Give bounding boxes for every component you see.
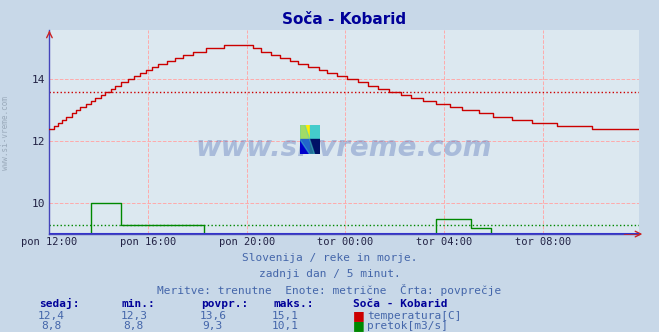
Polygon shape xyxy=(300,124,315,154)
Text: maks.:: maks.: xyxy=(273,299,314,309)
Polygon shape xyxy=(310,124,320,139)
Text: 8,8: 8,8 xyxy=(124,321,144,331)
Text: 12,4: 12,4 xyxy=(38,311,65,321)
Text: temperatura[C]: temperatura[C] xyxy=(367,311,461,321)
Text: 8,8: 8,8 xyxy=(42,321,61,331)
Text: ■: ■ xyxy=(353,309,364,322)
Text: Meritve: trenutne  Enote: metrične  Črta: povprečje: Meritve: trenutne Enote: metrične Črta: … xyxy=(158,284,501,296)
Polygon shape xyxy=(300,124,310,139)
Text: www.si-vreme.com: www.si-vreme.com xyxy=(1,96,10,170)
Text: pretok[m3/s]: pretok[m3/s] xyxy=(367,321,448,331)
Text: min.:: min.: xyxy=(122,299,156,309)
Polygon shape xyxy=(300,139,310,154)
Text: Soča - Kobarid: Soča - Kobarid xyxy=(353,299,447,309)
Text: 10,1: 10,1 xyxy=(272,321,299,331)
Text: www.si-vreme.com: www.si-vreme.com xyxy=(196,134,492,162)
Polygon shape xyxy=(310,139,320,154)
Text: 12,3: 12,3 xyxy=(121,311,147,321)
Text: sedaj:: sedaj: xyxy=(40,298,80,309)
Title: Soča - Kobarid: Soča - Kobarid xyxy=(282,12,407,27)
Text: 13,6: 13,6 xyxy=(200,311,226,321)
Text: Slovenija / reke in morje.: Slovenija / reke in morje. xyxy=(242,253,417,263)
Text: 15,1: 15,1 xyxy=(272,311,299,321)
Text: povpr.:: povpr.: xyxy=(201,299,248,309)
Text: zadnji dan / 5 minut.: zadnji dan / 5 minut. xyxy=(258,269,401,279)
Text: 9,3: 9,3 xyxy=(203,321,223,331)
Text: ■: ■ xyxy=(353,319,364,332)
